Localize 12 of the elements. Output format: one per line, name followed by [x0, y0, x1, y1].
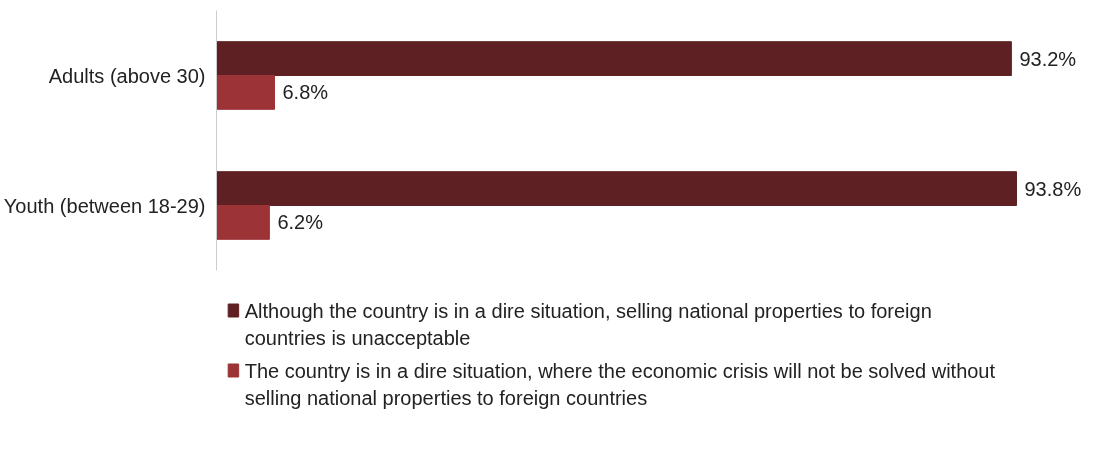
legend-label: Although the country is in a dire situation, selling national properties to foreign countries is unacceptable — [244, 299, 932, 349]
data-label: 93.2% — [1019, 47, 1077, 70]
legend-label: The country is in a dire situation, where the economic crisis will not be solved without selling national properties to foreign countries — [244, 359, 996, 409]
y-tick-label: Youth (between 18-29) — [3, 194, 206, 217]
bar — [216, 75, 275, 110]
data-label: 93.8% — [1024, 177, 1082, 200]
y-tick-label: Adults (above 30) — [48, 64, 206, 87]
data-label: 6.2% — [277, 211, 324, 234]
bar — [216, 171, 1017, 206]
data-label: 6.8% — [282, 81, 329, 104]
bar — [216, 205, 270, 240]
bar — [216, 41, 1012, 76]
